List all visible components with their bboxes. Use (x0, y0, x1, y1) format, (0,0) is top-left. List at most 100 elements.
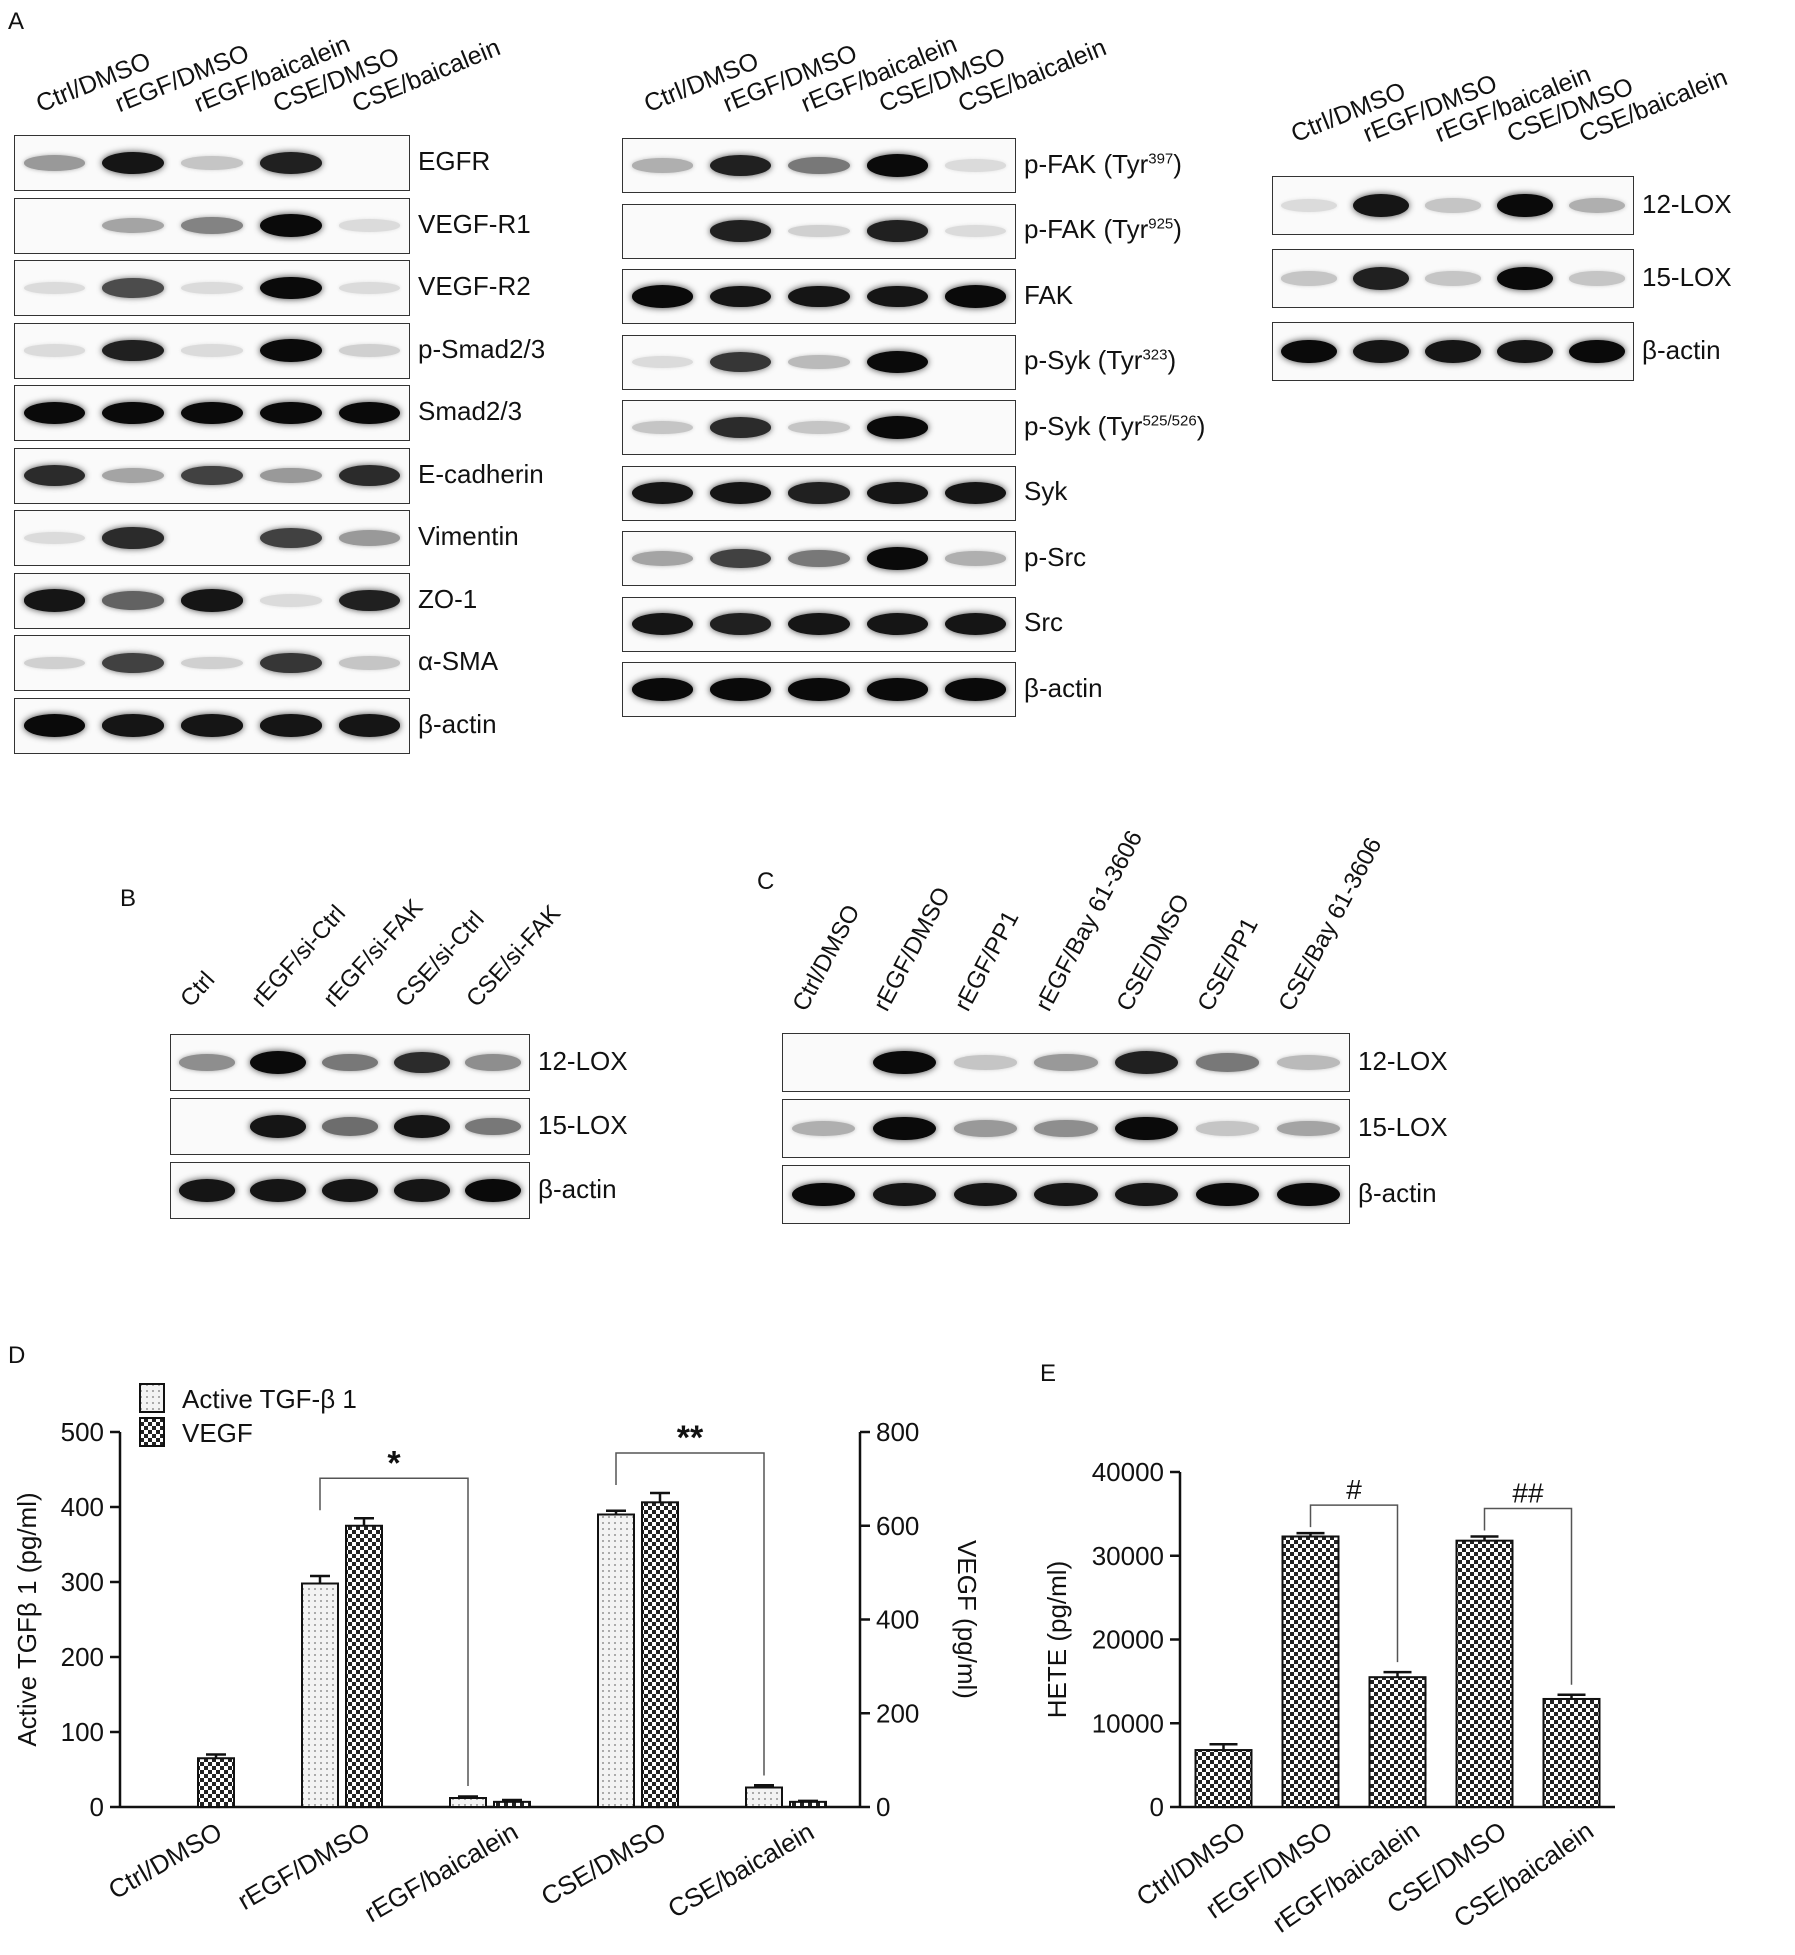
panel-letter-b: B (120, 885, 137, 912)
protein-name: β-actin (1358, 1177, 1437, 1208)
blot-band (102, 527, 164, 549)
blot-protein-label: β-actin (1642, 335, 1721, 366)
blot-band (791, 1182, 855, 1207)
blot-band (945, 285, 1007, 308)
blot-protein-label: 15-LOX (538, 1110, 628, 1141)
blot-protein-label: p-FAK (Tyr925) (1024, 214, 1182, 245)
blot-band (866, 220, 928, 242)
protein-name: α-SMA (418, 646, 499, 676)
blot-band (338, 401, 401, 425)
protein-name: p-Syk (Tyr (1024, 410, 1143, 441)
bar-vegf (345, 1524, 383, 1808)
blot-protein-label: Smad2/3 (418, 396, 522, 427)
x-tick-label: rEGF/baicalein (359, 1816, 523, 1928)
blot-strip (14, 510, 410, 566)
blot-protein-label: p-FAK (Tyr397) (1024, 149, 1182, 180)
blot-band (631, 678, 693, 701)
protein-name: Src (1024, 607, 1063, 637)
protein-name: 15-LOX (538, 1109, 628, 1140)
legend-label-tgfb: Active TGF-β 1 (182, 1384, 357, 1414)
significance-bracket (615, 1452, 765, 1776)
blot-band (710, 417, 772, 438)
blot-band (1568, 339, 1626, 364)
blot-band (788, 157, 850, 174)
panel-letter-e: E (1040, 1360, 1057, 1387)
blot-band (322, 1053, 378, 1072)
blot-strip (1272, 322, 1634, 381)
blot-band (260, 152, 322, 174)
blot-band (260, 214, 322, 237)
blot-band (102, 653, 164, 673)
blot-band (872, 1116, 936, 1141)
blot-band (250, 1179, 307, 1202)
protein-name: FAK (1024, 279, 1074, 310)
blot-band (866, 482, 928, 504)
y-tick-label: 40000 (1092, 1457, 1164, 1487)
blot-band (250, 1050, 307, 1075)
blot-band (102, 339, 164, 362)
blot-band (866, 613, 928, 635)
blot-strip (14, 322, 410, 379)
protein-name: 15-LOX (1358, 1111, 1448, 1142)
blot-protein-label: β-actin (418, 709, 497, 740)
panel-letter-c: C (757, 868, 775, 895)
protein-label-end: ) (1173, 214, 1182, 244)
panel-letter-d: D (8, 1342, 26, 1369)
blot-band (181, 217, 243, 234)
blot-band (393, 1179, 450, 1202)
blot-strip (782, 1033, 1350, 1092)
blot-band (866, 416, 928, 439)
y-tick-label-left: 200 (61, 1642, 104, 1672)
blot-band (953, 1120, 1017, 1137)
blot-band (181, 344, 243, 357)
y-axis-label: HETE (pg/ml) (1042, 1561, 1072, 1718)
bar-vegf (197, 1757, 235, 1808)
blot-protein-label: α-SMA (418, 646, 498, 677)
blot-strip (622, 662, 1016, 717)
blot-band (945, 678, 1007, 701)
protein-name: VEGF-R1 (418, 208, 531, 239)
blot-band (791, 1120, 855, 1137)
blot-protein-label: Syk (1024, 476, 1067, 507)
blot-band (102, 401, 164, 425)
bar-tgfb (449, 1797, 487, 1808)
protein-name: β-actin (538, 1173, 617, 1204)
bar-tgfb (597, 1513, 635, 1808)
y-tick-label-left: 0 (90, 1792, 104, 1822)
protein-name: p-Syk (Tyr (1024, 345, 1143, 375)
blot-band (866, 285, 928, 308)
lane-label: CSE/PP1 (1191, 913, 1264, 1016)
blot-band (872, 1182, 936, 1207)
blot-strip (14, 635, 410, 691)
y-tick-label-right: 800 (876, 1417, 919, 1447)
y-tick-label-right: 0 (876, 1792, 890, 1822)
bar-hete (1281, 1535, 1340, 1809)
blot-strip (14, 385, 410, 441)
blot-strip (14, 135, 410, 191)
protein-name: EGFR (418, 146, 491, 176)
protein-name: β-actin (418, 708, 497, 739)
y-tick-label-left: 300 (61, 1567, 104, 1597)
blot-band (1034, 1119, 1098, 1138)
protein-label-end: ) (1173, 148, 1182, 179)
blot-strip (782, 1165, 1350, 1224)
blot-strip (782, 1099, 1350, 1158)
blot-band (1352, 267, 1410, 290)
blot-band (945, 551, 1007, 566)
blot-band (338, 589, 401, 612)
blot-band (250, 1115, 307, 1138)
blot-protein-label: E-cadherin (418, 459, 544, 490)
blot-band (1034, 1182, 1098, 1207)
blot-band (710, 351, 772, 373)
blot-band (23, 281, 86, 295)
blot-band (710, 482, 772, 504)
blot-band (181, 589, 243, 612)
blot-band (866, 350, 928, 374)
protein-label-end: ) (1167, 345, 1177, 375)
blot-band (338, 530, 401, 546)
significance-mark: ## (1512, 1477, 1544, 1508)
blot-band (102, 467, 164, 484)
bar-hete (1194, 1749, 1253, 1808)
blot-band (102, 151, 164, 175)
blot-band (181, 714, 243, 737)
